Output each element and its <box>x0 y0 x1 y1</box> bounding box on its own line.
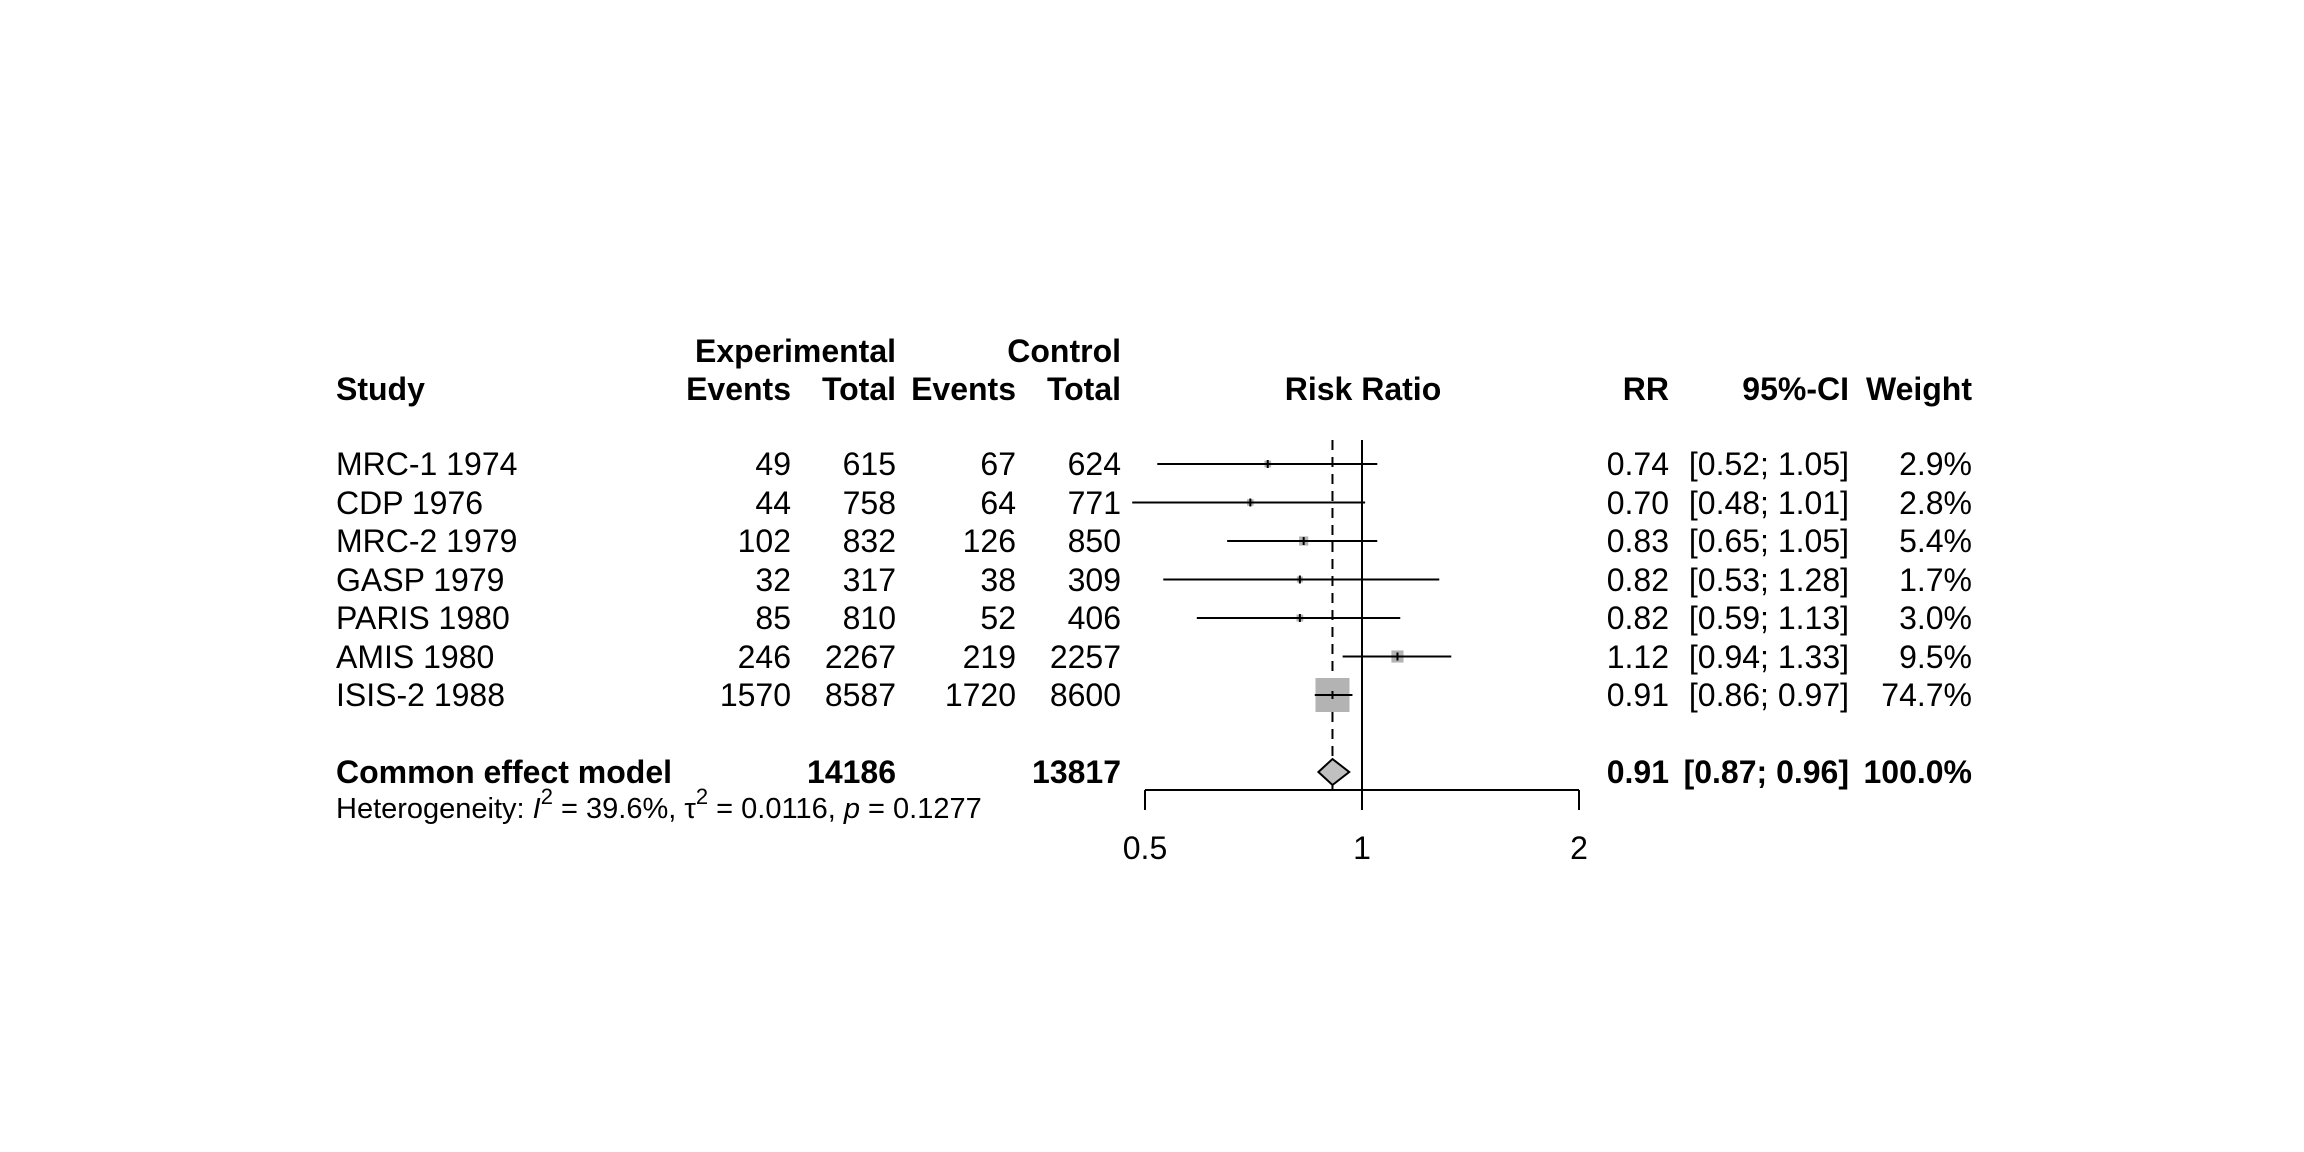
heterogeneity-text: Heterogeneity: I2 = 39.6%, τ2 = 0.0116, … <box>336 786 982 825</box>
header-study: Study <box>336 371 425 407</box>
row-weight-text: 5.4% <box>1899 523 1972 559</box>
header-control: Control <box>1007 333 1121 369</box>
row-ci-text: [0.86; 0.97] <box>1688 677 1849 713</box>
p-value: = 0.1277 <box>859 793 982 825</box>
tau-superscript: 2 <box>695 784 709 809</box>
row-weight-text: 2.9% <box>1899 446 1972 482</box>
row-study: PARIS 1980 <box>336 600 510 636</box>
i2-symbol: I <box>532 793 541 825</box>
row-study: MRC-1 1974 <box>336 446 518 482</box>
row-rr-text: 0.83 <box>1606 523 1669 559</box>
header-ci: 95%-CI <box>1742 371 1849 407</box>
row-exp-total: 2267 <box>824 638 896 675</box>
row-weight-text: 74.7% <box>1881 677 1972 713</box>
row-rr-text: 0.74 <box>1606 446 1669 482</box>
row-study: GASP 1979 <box>336 561 505 598</box>
row-ci-text: [0.52; 1.05] <box>1688 446 1849 482</box>
row-weight-text: 2.8% <box>1899 484 1972 521</box>
row-study: ISIS-2 1988 <box>336 677 505 713</box>
row-exp-events: 32 <box>755 561 791 598</box>
row-exp-total: 832 <box>842 523 896 559</box>
row-exp-total: 615 <box>842 446 896 482</box>
row-exp-events: 49 <box>755 446 791 482</box>
header-ctrl-total: Total <box>1046 371 1121 407</box>
row-exp-total: 758 <box>842 484 896 521</box>
row-exp-events: 102 <box>737 523 791 559</box>
i2-value: = 39.6%, <box>552 793 685 825</box>
row-ci-text: [0.53; 1.28] <box>1688 561 1849 598</box>
x-tick-label: 0.5 <box>1122 830 1168 866</box>
row-ci-text: [0.59; 1.13] <box>1688 600 1849 636</box>
row-ctrl-total: 406 <box>1067 600 1121 636</box>
row-rr-text: 1.12 <box>1606 638 1669 675</box>
row-rr-text: 0.70 <box>1606 484 1669 521</box>
row-ctrl-events: 38 <box>980 561 1016 598</box>
row-ctrl-total: 309 <box>1067 561 1121 598</box>
pooled-label: Common effect model <box>336 754 673 790</box>
row-ctrl-total: 8600 <box>1049 677 1121 713</box>
row-ctrl-events: 1720 <box>944 677 1016 713</box>
row-ci-text: [0.94; 1.33] <box>1688 638 1849 675</box>
row-ctrl-events: 64 <box>980 484 1016 521</box>
pooled-ci: [0.87; 0.96] <box>1683 754 1849 790</box>
pooled-rr: 0.91 <box>1606 754 1669 790</box>
row-exp-events: 246 <box>737 638 791 675</box>
header-exp-events: Events <box>686 371 791 407</box>
row-rr-text: 0.82 <box>1606 561 1669 598</box>
row-weight-text: 1.7% <box>1899 561 1972 598</box>
row-ctrl-events: 126 <box>962 523 1016 559</box>
row-ctrl-total: 771 <box>1067 484 1121 521</box>
row-exp-total: 8587 <box>824 677 896 713</box>
pooled-weight: 100.0% <box>1863 754 1972 790</box>
header-ctrl-events: Events <box>911 371 1016 407</box>
row-ci-text: [0.48; 1.01] <box>1688 484 1849 521</box>
row-ctrl-total: 624 <box>1067 446 1121 482</box>
row-ctrl-total: 850 <box>1067 523 1121 559</box>
row-exp-events: 85 <box>755 600 791 636</box>
pooled-exp-total: 14186 <box>807 754 896 790</box>
row-ctrl-events: 219 <box>962 638 1016 675</box>
row-exp-total: 317 <box>842 561 896 598</box>
row-rr-text: 0.82 <box>1606 600 1669 636</box>
x-tick-label: 1 <box>1353 830 1371 866</box>
row-study: MRC-2 1979 <box>336 523 518 559</box>
row-ctrl-events: 67 <box>980 446 1016 482</box>
p-symbol: p <box>843 793 860 825</box>
row-study: CDP 1976 <box>336 484 484 521</box>
row-study: AMIS 1980 <box>336 638 495 675</box>
row-ctrl-events: 52 <box>980 600 1016 636</box>
header-weight: Weight <box>1865 371 1972 407</box>
row-rr-text: 0.91 <box>1606 677 1669 713</box>
row-exp-events: 44 <box>755 484 791 521</box>
pooled-diamond <box>1316 757 1351 787</box>
header-experimental: Experimental <box>695 333 896 369</box>
row-exp-total: 810 <box>842 600 896 636</box>
heterogeneity-prefix: Heterogeneity: <box>336 793 533 825</box>
header-exp-total: Total <box>821 371 896 407</box>
x-tick-label: 2 <box>1570 830 1588 866</box>
tau-value: = 0.0116, <box>708 793 844 825</box>
tau-symbol: τ <box>684 793 696 825</box>
row-weight-text: 3.0% <box>1899 600 1972 636</box>
row-weight-text: 9.5% <box>1899 638 1972 675</box>
row-exp-events: 1570 <box>719 677 791 713</box>
pooled-ctrl-total: 13817 <box>1032 754 1121 790</box>
row-ci-text: [0.65; 1.05] <box>1688 523 1849 559</box>
header-rr: RR <box>1622 371 1669 407</box>
i2-superscript: 2 <box>540 784 553 809</box>
row-ctrl-total: 2257 <box>1049 638 1121 675</box>
header-risk-ratio: Risk Ratio <box>1284 371 1442 407</box>
